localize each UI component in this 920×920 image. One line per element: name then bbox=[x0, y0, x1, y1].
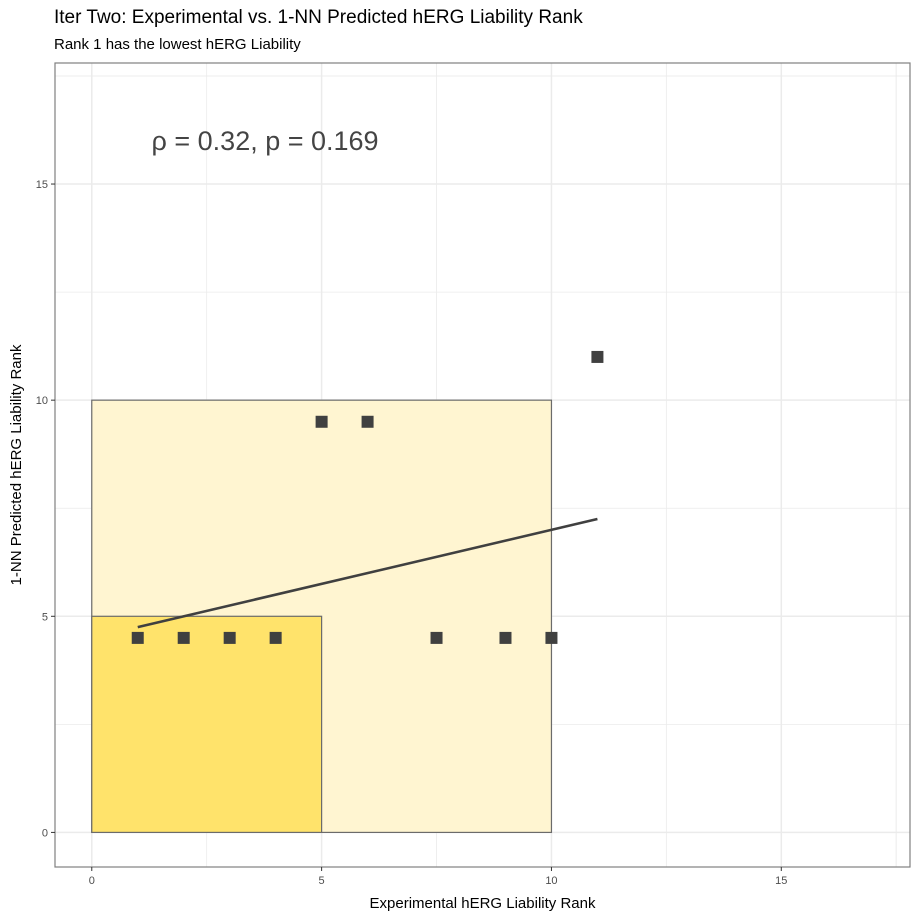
x-axis-title: Experimental hERG Liability Rank bbox=[370, 895, 596, 912]
y-axis-title: 1-NN Predicted hERG Liability Rank bbox=[8, 344, 25, 585]
y-tick-label-1: 5 bbox=[42, 611, 48, 623]
data-point-0 bbox=[131, 631, 144, 644]
data-point-2 bbox=[223, 631, 236, 644]
chart-title: Iter Two: Experimental vs. 1-NN Predicte… bbox=[54, 7, 583, 28]
highlight-region-1 bbox=[91, 615, 323, 834]
y-tick-label-2: 10 bbox=[36, 395, 48, 407]
data-point-6 bbox=[430, 631, 443, 644]
x-tick-label-0: 0 bbox=[89, 875, 95, 887]
data-point-4 bbox=[315, 415, 328, 428]
x-tick-label-1: 5 bbox=[319, 875, 325, 887]
data-point-8 bbox=[545, 631, 558, 644]
chart-subtitle: Rank 1 has the lowest hERG Liability bbox=[54, 36, 301, 53]
y-tick-label-3: 15 bbox=[36, 179, 48, 191]
trend-line bbox=[137, 517, 598, 629]
data-point-1 bbox=[177, 631, 190, 644]
correlation-annotation: ρ = 0.32, p = 0.169 bbox=[152, 126, 379, 156]
data-point-5 bbox=[361, 415, 374, 428]
data-point-7 bbox=[499, 631, 512, 644]
x-tick-label-3: 15 bbox=[775, 875, 787, 887]
highlight-regions bbox=[91, 399, 553, 834]
data-point-9 bbox=[591, 350, 604, 363]
panel-border bbox=[54, 62, 911, 868]
x-tick-label-2: 10 bbox=[545, 875, 557, 887]
data-point-3 bbox=[269, 631, 282, 644]
y-tick-label-0: 0 bbox=[42, 827, 48, 839]
data-series bbox=[131, 350, 604, 644]
axes: 0 5 10 15 0 5 10 15 bbox=[36, 179, 788, 887]
